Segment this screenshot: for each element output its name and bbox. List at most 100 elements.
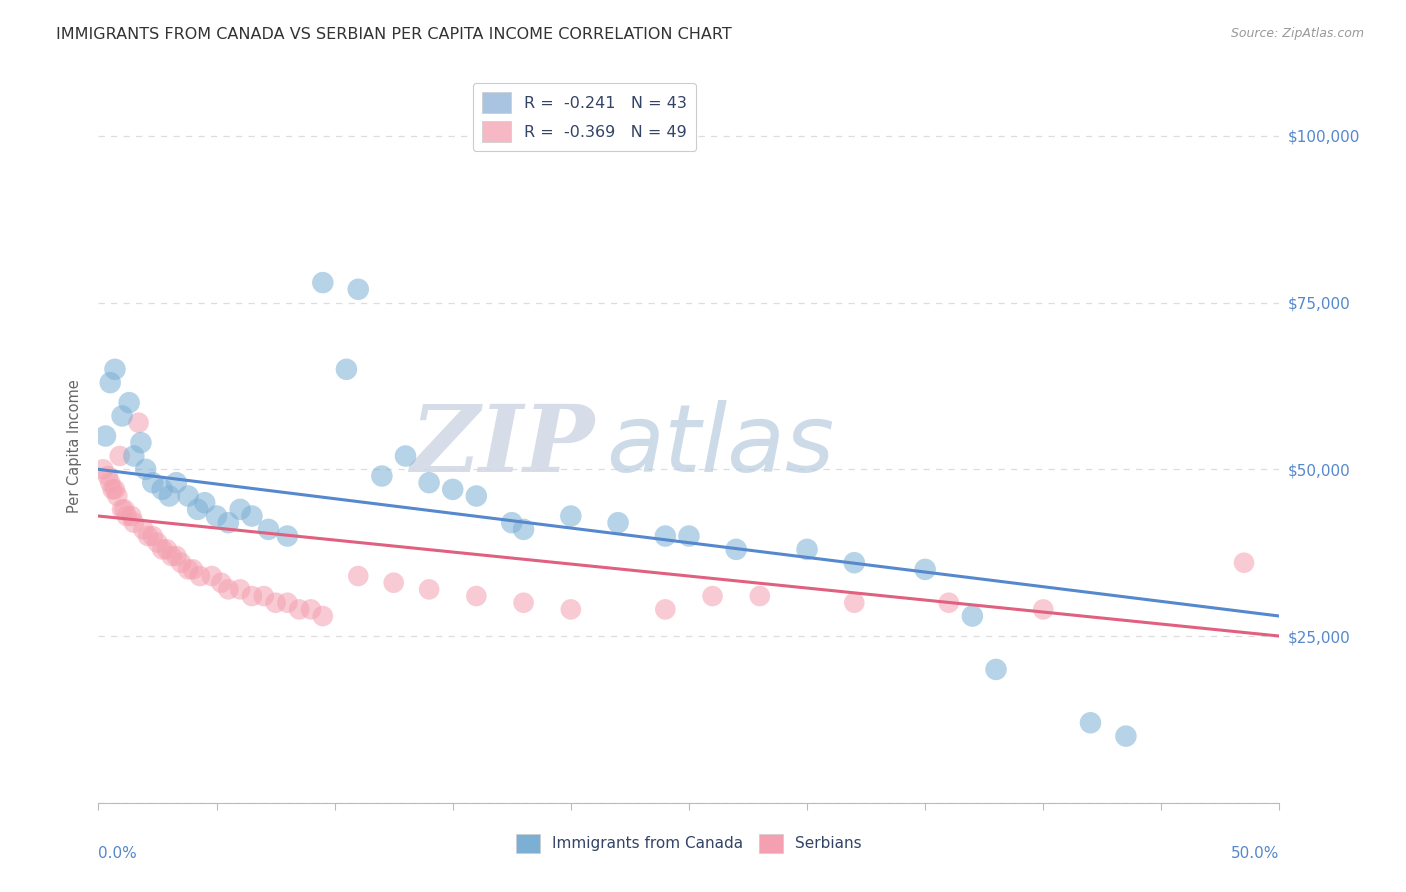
Point — [253, 589, 276, 603]
Point — [177, 489, 200, 503]
Point — [112, 502, 135, 516]
Point — [94, 429, 117, 443]
Point — [560, 509, 582, 524]
Point — [914, 562, 936, 576]
Point — [135, 462, 157, 476]
Point — [1032, 602, 1054, 616]
Point — [418, 582, 440, 597]
Point — [264, 596, 287, 610]
Point — [844, 596, 866, 610]
Point — [512, 596, 534, 610]
Point — [347, 569, 370, 583]
Point — [512, 522, 534, 536]
Point — [104, 362, 127, 376]
Point — [299, 602, 322, 616]
Point — [188, 569, 211, 583]
Point — [128, 416, 150, 430]
Point — [465, 489, 488, 503]
Point — [111, 409, 134, 423]
Point — [725, 542, 748, 557]
Point — [150, 483, 173, 497]
Point — [105, 489, 128, 503]
Point — [441, 483, 464, 497]
Point — [157, 489, 180, 503]
Point — [347, 282, 370, 296]
Legend: Immigrants from Canada, Serbians: Immigrants from Canada, Serbians — [509, 828, 869, 859]
Point — [288, 602, 311, 616]
Point — [122, 516, 145, 530]
Point — [748, 589, 770, 603]
Text: 50.0%: 50.0% — [1232, 846, 1279, 861]
Point — [312, 276, 335, 290]
Point — [201, 569, 224, 583]
Point — [98, 475, 121, 490]
Point — [177, 562, 200, 576]
Point — [240, 509, 263, 524]
Text: IMMIGRANTS FROM CANADA VS SERBIAN PER CAPITA INCOME CORRELATION CHART: IMMIGRANTS FROM CANADA VS SERBIAN PER CA… — [56, 27, 733, 42]
Point — [1080, 715, 1102, 730]
Point — [796, 542, 818, 557]
Point — [121, 509, 143, 524]
Point — [170, 556, 193, 570]
Point — [108, 449, 131, 463]
Point — [129, 435, 152, 450]
Point — [122, 449, 145, 463]
Point — [160, 549, 183, 563]
Point — [1233, 556, 1256, 570]
Point — [181, 562, 204, 576]
Text: 0.0%: 0.0% — [98, 846, 138, 861]
Text: atlas: atlas — [606, 401, 835, 491]
Point — [104, 483, 127, 497]
Point — [209, 575, 232, 590]
Point — [371, 469, 394, 483]
Point — [101, 483, 124, 497]
Point — [165, 475, 187, 490]
Point — [156, 542, 179, 557]
Point — [607, 516, 630, 530]
Point — [111, 502, 134, 516]
Point — [938, 596, 960, 610]
Point — [257, 522, 280, 536]
Point — [91, 462, 114, 476]
Point — [136, 529, 159, 543]
Point — [382, 575, 405, 590]
Point — [118, 395, 141, 409]
Point — [229, 502, 252, 516]
Point — [146, 535, 169, 549]
Point — [501, 516, 523, 530]
Point — [98, 376, 121, 390]
Point — [418, 475, 440, 490]
Point — [194, 496, 217, 510]
Point — [240, 589, 263, 603]
Point — [312, 609, 335, 624]
Point — [276, 529, 298, 543]
Point — [276, 596, 298, 610]
Y-axis label: Per Capita Income: Per Capita Income — [67, 379, 83, 513]
Point — [702, 589, 724, 603]
Point — [229, 582, 252, 597]
Point — [962, 609, 984, 624]
Point — [654, 529, 676, 543]
Point — [1115, 729, 1137, 743]
Point — [150, 542, 173, 557]
Text: ZIP: ZIP — [411, 401, 595, 491]
Point — [97, 469, 120, 483]
Point — [335, 362, 357, 376]
Point — [217, 582, 239, 597]
Point — [654, 602, 676, 616]
Point — [205, 509, 228, 524]
Point — [132, 522, 155, 536]
Point — [984, 662, 1007, 676]
Point — [142, 475, 165, 490]
Point — [560, 602, 582, 616]
Point — [115, 509, 138, 524]
Point — [465, 589, 488, 603]
Text: Source: ZipAtlas.com: Source: ZipAtlas.com — [1230, 27, 1364, 40]
Point — [142, 529, 165, 543]
Point — [165, 549, 187, 563]
Point — [187, 502, 209, 516]
Point — [844, 556, 866, 570]
Point — [678, 529, 700, 543]
Point — [217, 516, 239, 530]
Point — [394, 449, 416, 463]
